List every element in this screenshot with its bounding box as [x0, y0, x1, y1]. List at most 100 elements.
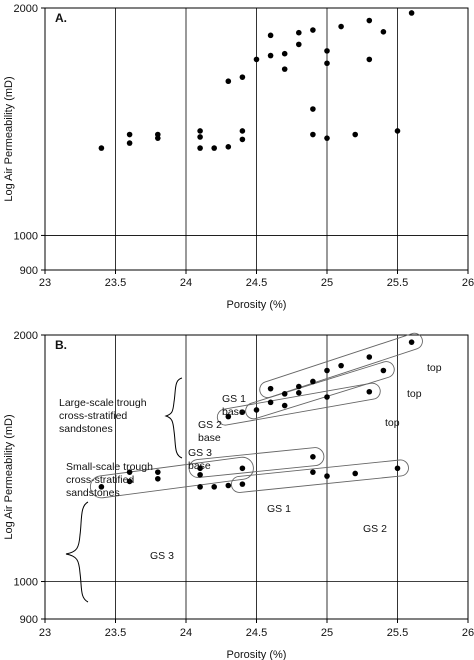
data-point [281, 50, 288, 57]
data-point [267, 399, 274, 406]
data-point [197, 134, 203, 140]
data-point [281, 391, 288, 397]
data-point [126, 131, 133, 138]
data-point [253, 407, 260, 413]
large-scale-label-line: sandstones [59, 423, 113, 435]
data-point [310, 131, 316, 138]
data-point [239, 136, 246, 143]
data-point [366, 388, 373, 395]
data-point [98, 145, 105, 151]
small-scale-label-line: cross-stratified [66, 474, 134, 486]
data-point [98, 484, 105, 490]
data-point [155, 475, 161, 482]
gs3-base-label-line: GS 3 [188, 447, 212, 459]
gs3-envelope-upper [216, 382, 381, 426]
data-point [394, 465, 401, 472]
data-point [211, 145, 217, 151]
y-tick-label: 1000 [14, 577, 38, 589]
data-point [324, 60, 330, 67]
data-point [408, 10, 415, 16]
large-scale-label-line: cross-stratified [59, 410, 127, 422]
y-tick-label: 2000 [14, 330, 38, 342]
data-point [408, 339, 415, 345]
x-axis-label: Porosity (%) [227, 649, 287, 660]
x-tick-label: 24 [180, 627, 192, 639]
gs3-top-label: top [385, 417, 400, 429]
data-point [239, 74, 246, 80]
data-point [126, 140, 133, 146]
data-point [296, 29, 302, 36]
data-point [267, 385, 274, 392]
data-point [225, 78, 232, 85]
data-point [197, 471, 203, 478]
small-scale-label-line: sandstones [66, 487, 120, 499]
data-point [310, 378, 316, 385]
gs2-top-label: top [407, 388, 422, 400]
x-axis-label: Porosity (%) [227, 299, 287, 311]
large-scale-label-line: Large-scale trough [59, 397, 147, 409]
data-point [197, 465, 203, 472]
small-scale-label-line: Small-scale trough [66, 461, 153, 473]
panel-b: 23 23.5 24 24.5 25 25.5 26 900 1000 2000 B. Porosit… [3, 330, 474, 660]
panel-label: B. [55, 338, 67, 352]
gs2-envelope-lower [230, 459, 409, 493]
gs1-envelope-upper [259, 332, 423, 399]
data-point [338, 362, 344, 369]
gs3-base-label: GS 3 base [188, 447, 212, 472]
data-point [197, 484, 203, 490]
data-point [155, 135, 161, 141]
data-point [366, 17, 373, 24]
x-tick-label: 26 [462, 277, 474, 289]
gs1-top-label: top [427, 362, 442, 374]
data-point [324, 135, 330, 141]
gs1-base-label-line: GS 1 [222, 393, 246, 405]
x-tick-label: 25 [321, 277, 333, 289]
data-point [267, 32, 274, 39]
data-point [394, 128, 401, 134]
y-axis-label: Log Air Permeability (mD) [3, 76, 15, 201]
data-point [126, 469, 133, 475]
gs3-base-label-line: base [188, 460, 211, 472]
x-tick-label: 24 [180, 277, 192, 289]
data-point [225, 413, 232, 420]
data-point [296, 41, 302, 48]
x-tick-label: 23 [39, 627, 51, 639]
x-tick-label: 24.5 [246, 277, 267, 289]
gs2-base-label-line: base [198, 432, 221, 444]
data-point [239, 481, 246, 487]
x-tick-label: 25.5 [387, 277, 408, 289]
data-point [352, 470, 359, 477]
data-point [281, 402, 288, 409]
data-point [253, 56, 260, 63]
data-point [352, 131, 359, 138]
y-tick-label: 900 [20, 614, 38, 626]
data-point [366, 56, 373, 63]
data-point [310, 106, 316, 112]
data-point [267, 52, 274, 59]
data-point [197, 128, 203, 134]
x-tick-label: 25 [321, 627, 333, 639]
x-tick-label: 26 [462, 627, 474, 639]
gs1-label: GS 1 [267, 503, 291, 515]
data-point [225, 144, 232, 150]
small-scale-brace [65, 501, 89, 603]
gs1-envelope-lower [188, 447, 325, 478]
gs3-label: GS 3 [150, 550, 174, 562]
data-point [197, 145, 203, 151]
data-point [126, 478, 133, 485]
y-axis-label: Log Air Permeability (mD) [3, 414, 15, 539]
data-point [296, 390, 302, 396]
x-tick-label: 25.5 [387, 627, 408, 639]
y-tick-label: 2000 [14, 3, 38, 15]
data-point [211, 484, 217, 490]
x-tick-label: 23.5 [105, 277, 126, 289]
data-point [324, 394, 330, 400]
data-point [281, 66, 288, 72]
data-point [310, 27, 316, 33]
gs2-envelope-upper [245, 361, 395, 420]
data-point [338, 23, 344, 30]
data-point [366, 354, 373, 360]
data-point [324, 48, 330, 54]
data-point [380, 29, 387, 35]
